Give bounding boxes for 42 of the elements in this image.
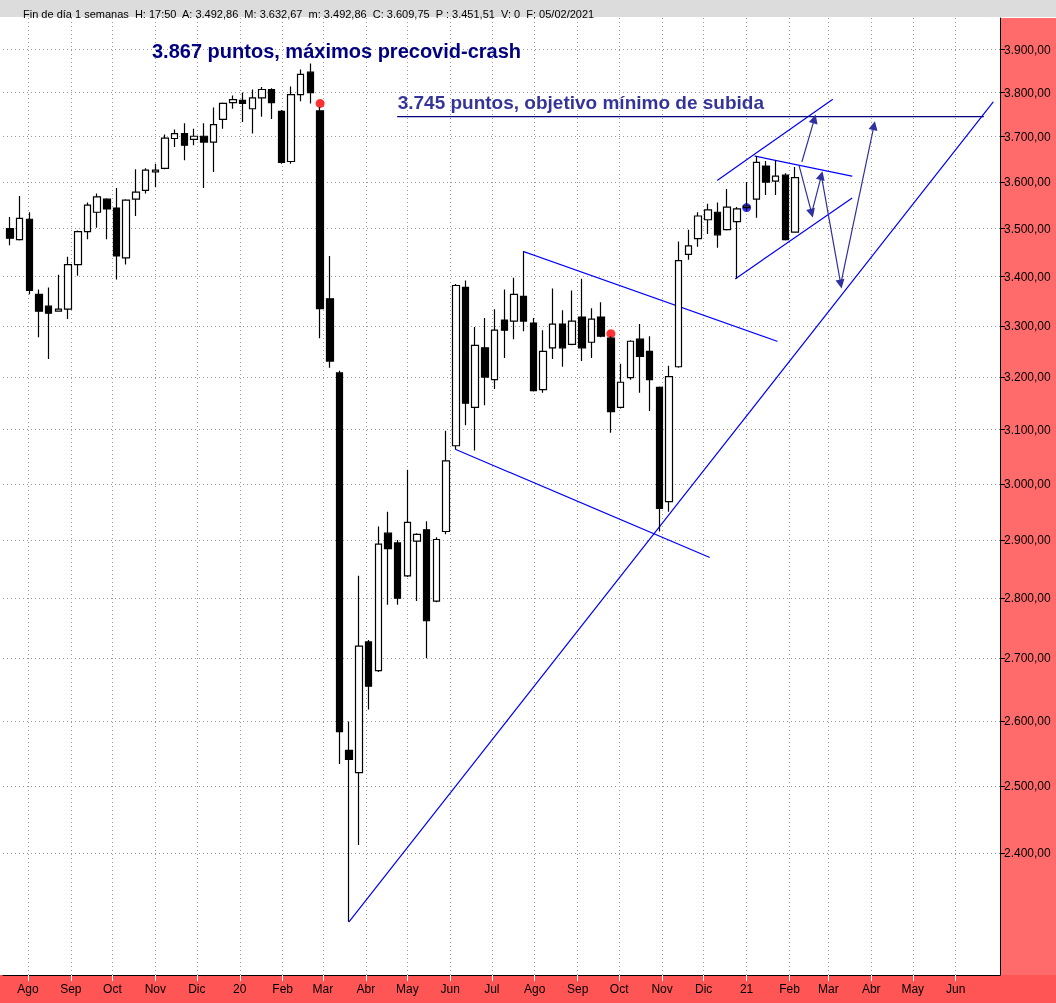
y-tick-label: 2.500,00 bbox=[1004, 778, 1052, 793]
x-tick-label: Mar bbox=[312, 982, 334, 996]
x-tick-label: Dic bbox=[188, 982, 206, 996]
text: 3.867 puntos, máximos precovid-crash bbox=[152, 40, 522, 62]
x-tick-label: Abr bbox=[356, 982, 376, 996]
x-tick-label: Feb bbox=[779, 982, 801, 996]
x-tick-label: Abr bbox=[861, 982, 881, 996]
x-tick-label: Dic bbox=[695, 982, 713, 996]
y-tick-label: 3.100,00 bbox=[1004, 422, 1052, 437]
x-tick-label: May bbox=[396, 982, 419, 996]
y-tick-label: 3.500,00 bbox=[1004, 221, 1052, 236]
x-tick-label: Nov bbox=[144, 982, 166, 996]
x-tick-label: Sep bbox=[566, 982, 589, 996]
x-tick-label: Jun bbox=[946, 982, 966, 996]
y-tick-label: 3.300,00 bbox=[1004, 319, 1052, 334]
y-tick-label: 2.900,00 bbox=[1004, 533, 1052, 548]
x-tick-label: Oct bbox=[609, 982, 630, 996]
y-tick-label: 3.400,00 bbox=[1004, 269, 1052, 284]
x-tick-label: Ago bbox=[524, 982, 546, 996]
y-tick-label: 3.900,00 bbox=[1004, 42, 1052, 57]
y-tick-label: 3.600,00 bbox=[1004, 175, 1052, 190]
y-tick-label: 3.200,00 bbox=[1004, 370, 1052, 385]
x-tick-label: May bbox=[901, 982, 925, 996]
x-tick-label: Nov bbox=[651, 982, 673, 996]
y-tick-label: 2.400,00 bbox=[1004, 846, 1052, 861]
y-tick-label: 2.600,00 bbox=[1004, 713, 1052, 728]
x-tick-label: Jul bbox=[484, 982, 500, 996]
y-tick-label: 3.800,00 bbox=[1004, 85, 1052, 100]
x-tick-label: Sep bbox=[60, 982, 82, 996]
y-tick-label: 2.800,00 bbox=[1004, 591, 1052, 606]
y-tick-label: 3.000,00 bbox=[1004, 476, 1052, 491]
x-tick-label: Jun bbox=[440, 982, 460, 996]
y-tick-label: 3.700,00 bbox=[1004, 129, 1052, 144]
x-tick-label: 20 bbox=[233, 982, 247, 996]
chart-subtitle: Fin de día 1 semanas H: 17:50 A: 3.492,86 M: 3.632,67 m: 3.492,86 C: 3.609,75 P : 3.451,51 V: 0 F: 05/02/2021 bbox=[23, 7, 595, 20]
x-tick-label: Oct bbox=[103, 982, 123, 996]
annotation: 3.745 puntos, objetivo mínimo de subida bbox=[397, 92, 765, 114]
x-tick-label: Mar bbox=[817, 982, 839, 996]
x-tick-label: Ago bbox=[17, 982, 39, 996]
x-tick-label: 21 bbox=[739, 982, 754, 996]
x-tick-label: Feb bbox=[272, 982, 294, 996]
y-tick-label: 2.700,00 bbox=[1004, 651, 1052, 666]
